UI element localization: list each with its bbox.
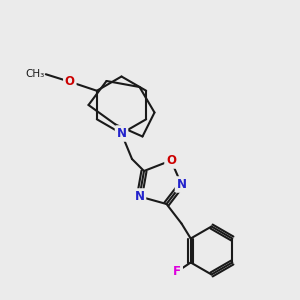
Text: O: O xyxy=(65,75,75,88)
Text: N: N xyxy=(134,190,145,203)
Text: N: N xyxy=(116,127,127,140)
Text: F: F xyxy=(173,265,181,278)
Text: N: N xyxy=(176,178,187,191)
Text: CH₃: CH₃ xyxy=(25,69,44,79)
Text: O: O xyxy=(166,154,176,167)
